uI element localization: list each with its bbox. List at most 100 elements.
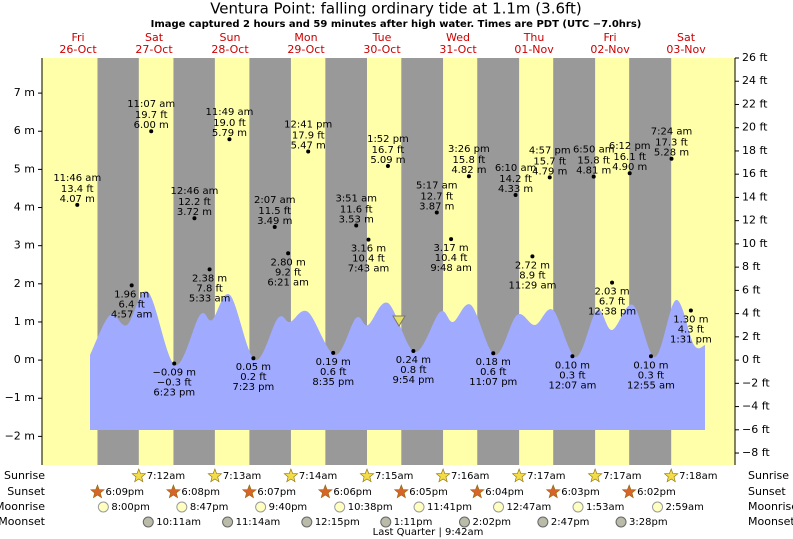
moonset-icon bbox=[458, 516, 470, 528]
tide-label: 2.80 m bbox=[271, 257, 306, 268]
y2-tick-label: −6 ft bbox=[742, 423, 770, 436]
tide-label: 13.4 ft bbox=[61, 184, 94, 195]
tide-point bbox=[129, 283, 134, 288]
tide-point bbox=[547, 175, 552, 180]
tide-label: 12:41 pm bbox=[284, 119, 332, 130]
day-weekday: Fri bbox=[71, 31, 84, 44]
y2-tick-label: 2 ft bbox=[742, 330, 761, 343]
y2-tick-label: −2 ft bbox=[742, 376, 770, 389]
moonset-time: 3:28pm bbox=[629, 517, 668, 528]
moonrise-time: 1:53am bbox=[586, 502, 624, 513]
tide-label: 1:31 pm bbox=[670, 335, 712, 346]
sunset-time: 6:03pm bbox=[561, 487, 600, 498]
tide-label: 7.8 ft bbox=[196, 283, 222, 294]
row-label: Sunset bbox=[7, 485, 45, 498]
moonrise-time: 9:40pm bbox=[269, 502, 308, 513]
moonrise-time: 10:38pm bbox=[348, 502, 393, 513]
sunrise-time: 7:12am bbox=[147, 471, 185, 482]
tide-point bbox=[688, 308, 693, 313]
tide-label: 3.17 m bbox=[433, 243, 468, 254]
tide-point bbox=[513, 192, 518, 197]
y2-tick-label: 16 ft bbox=[742, 167, 768, 180]
y-tick-label: 3 m bbox=[14, 239, 35, 252]
tide-label: 12.7 ft bbox=[420, 191, 453, 202]
tide-label: 3.49 m bbox=[257, 216, 292, 227]
y-tick-label: 2 m bbox=[14, 277, 35, 290]
tide-label: 5:33 am bbox=[189, 293, 231, 304]
tide-label: 0.6 ft bbox=[480, 367, 506, 378]
tide-point bbox=[331, 350, 336, 355]
tide-label: 5:17 am bbox=[416, 180, 458, 191]
tide-label: 2.38 m bbox=[192, 273, 227, 284]
tide-label: 3.53 m bbox=[339, 214, 374, 225]
y2-tick-label: 14 ft bbox=[742, 190, 768, 203]
tide-point bbox=[354, 223, 359, 228]
tide-label: 9.2 ft bbox=[275, 267, 301, 278]
y2-tick-label: 26 ft bbox=[742, 51, 768, 64]
day-weekday: Sun bbox=[220, 31, 241, 44]
tide-point bbox=[530, 254, 535, 259]
moonset-time: 1:11pm bbox=[394, 517, 433, 528]
sunset-time: 6:05pm bbox=[409, 487, 448, 498]
tide-label: 12:46 am bbox=[171, 186, 219, 197]
tide-label: 0.18 m bbox=[476, 357, 511, 368]
tide-label: 11:49 am bbox=[206, 107, 254, 118]
day-weekday: Sat bbox=[677, 31, 696, 44]
y-tick-label: 7 m bbox=[14, 86, 35, 99]
tide-label: 6.7 ft bbox=[599, 297, 625, 308]
moonset-icon bbox=[301, 516, 313, 528]
tide-curve bbox=[90, 291, 705, 430]
sunrise-icon bbox=[207, 468, 223, 483]
y2-tick-label: 8 ft bbox=[742, 260, 761, 273]
moonrise-icon bbox=[652, 501, 664, 513]
tide-point bbox=[411, 348, 416, 353]
tide-point bbox=[449, 237, 454, 242]
day-date: 30-Oct bbox=[363, 43, 401, 56]
y2-tick-label: 10 ft bbox=[742, 237, 768, 250]
moonset-time: 2:47pm bbox=[551, 517, 590, 528]
y-tick-label: 4 m bbox=[14, 201, 35, 214]
row-label: Moonset bbox=[748, 515, 793, 528]
tide-label: 11:29 am bbox=[508, 280, 556, 291]
tide-label: 4.90 m bbox=[612, 162, 647, 173]
y2-tick-label: 18 ft bbox=[742, 144, 768, 157]
tide-label: 5.79 m bbox=[212, 128, 247, 139]
row-label: Moonrise bbox=[0, 500, 45, 513]
y2-tick-label: 20 ft bbox=[742, 121, 768, 134]
sunset-time: 6:07pm bbox=[257, 487, 296, 498]
chart-title: Ventura Point: falling ordinary tide at … bbox=[210, 0, 582, 18]
tide-label: 0.19 m bbox=[316, 357, 351, 368]
tide-label: 4:57 am bbox=[111, 309, 153, 320]
sunset-icon bbox=[317, 484, 333, 499]
tide-label: 16.7 ft bbox=[372, 145, 405, 156]
tide-point bbox=[385, 163, 390, 168]
tide-point bbox=[207, 267, 212, 272]
tide-label: 19.0 ft bbox=[213, 118, 246, 129]
tide-label: 10.4 ft bbox=[352, 254, 385, 265]
tide-label: 11:07 pm bbox=[469, 377, 517, 388]
tide-label: 11.6 ft bbox=[340, 204, 373, 215]
tide-label: 0.3 ft bbox=[559, 370, 585, 381]
sunset-time: 6:02pm bbox=[637, 487, 676, 498]
sunrise-time: 7:17am bbox=[603, 471, 641, 482]
y-tick-label: 1 m bbox=[14, 315, 35, 328]
tide-point bbox=[172, 361, 177, 366]
day-date: 03-Nov bbox=[666, 43, 706, 56]
moonset-time: 11:14am bbox=[236, 517, 281, 528]
tide-label: 15.8 ft bbox=[453, 155, 486, 166]
sunset-icon bbox=[89, 484, 105, 499]
sunrise-icon bbox=[359, 468, 375, 483]
y-tick-label: 0 m bbox=[14, 353, 35, 366]
tide-label: 11:07 am bbox=[127, 99, 175, 110]
tide-point bbox=[466, 174, 471, 179]
tide-label: 8.9 ft bbox=[519, 270, 545, 281]
sunrise-icon bbox=[283, 468, 299, 483]
tide-point bbox=[434, 210, 439, 215]
day-date: 01-Nov bbox=[514, 43, 554, 56]
moonrise-icon bbox=[97, 501, 109, 513]
tide-label: 4.81 m bbox=[576, 166, 611, 177]
moonset-time: 12:15pm bbox=[315, 517, 360, 528]
tide-point bbox=[192, 216, 197, 221]
